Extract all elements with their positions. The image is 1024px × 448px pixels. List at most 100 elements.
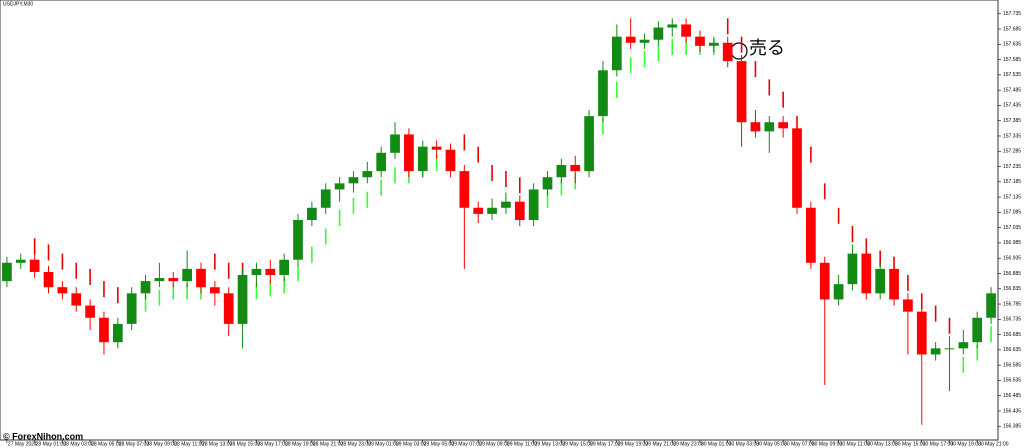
candle-body bbox=[390, 134, 400, 153]
candle-body bbox=[930, 348, 941, 355]
y-tick-label: 156.635 bbox=[1003, 347, 1021, 353]
y-tick-label: 157.035 bbox=[1003, 225, 1021, 231]
chart-title: USDJPY,M30 bbox=[3, 1, 33, 7]
candle-body bbox=[417, 146, 428, 172]
x-tick-label: 27 May 2024 bbox=[8, 441, 37, 447]
watermark: © ForexNihon.com bbox=[3, 431, 83, 441]
x-tick-label: 28 May 23:00 bbox=[341, 441, 372, 447]
y-tick-label: 157.735 bbox=[1003, 11, 1021, 17]
candle-body bbox=[334, 183, 345, 190]
candle-body bbox=[792, 128, 802, 208]
candle-body bbox=[598, 70, 608, 117]
x-tick-label: 28 May 11:00 bbox=[174, 441, 204, 447]
candle-body bbox=[833, 284, 844, 300]
x-tick-label: 28 May 01:00 bbox=[36, 441, 67, 447]
candle-body bbox=[57, 287, 68, 294]
x-tick-label: 29 May 17:00 bbox=[590, 441, 621, 447]
y-tick-label: 156.585 bbox=[1003, 362, 1021, 368]
x-tick-label: 29 May 05:00 bbox=[424, 441, 455, 447]
candle-body bbox=[528, 189, 539, 220]
candle-body bbox=[431, 146, 442, 150]
candle-body bbox=[916, 311, 927, 355]
x-tick-label: 29 May 09:00 bbox=[479, 441, 510, 447]
candle-body bbox=[639, 39, 650, 43]
candle-body bbox=[251, 268, 262, 275]
candle-body bbox=[85, 305, 95, 318]
y-tick-label: 156.935 bbox=[1003, 256, 1021, 262]
y-tick-label: 156.535 bbox=[1003, 378, 1021, 384]
candle-body bbox=[29, 259, 40, 272]
y-tick-label: 157.385 bbox=[1003, 118, 1021, 124]
candle-body bbox=[861, 253, 872, 294]
candle-body bbox=[778, 122, 789, 129]
y-tick-label: 157.585 bbox=[1003, 57, 1021, 63]
x-tick-label: 29 May 15:00 bbox=[562, 441, 593, 447]
y-tick-label: 156.785 bbox=[1003, 301, 1021, 307]
candle-body bbox=[556, 165, 567, 178]
candle-body bbox=[71, 293, 82, 306]
x-tick-label: 28 May 05:00 bbox=[91, 441, 122, 447]
y-tick-label: 157.635 bbox=[1003, 42, 1021, 48]
x-tick-label: 28 May 19:00 bbox=[285, 441, 316, 447]
y-tick-label: 157.185 bbox=[1003, 179, 1021, 185]
x-tick-label: 30 May 11:00 bbox=[840, 441, 870, 447]
x-tick-label: 30 May 15:00 bbox=[895, 441, 926, 447]
candle-body bbox=[750, 122, 761, 132]
candle-body bbox=[625, 36, 636, 43]
candle-body bbox=[348, 177, 359, 184]
candle-body bbox=[972, 317, 983, 343]
x-tick-label: 30 May 09:00 bbox=[812, 441, 843, 447]
candle-body bbox=[875, 268, 886, 294]
candle-body bbox=[265, 268, 276, 275]
candle-body bbox=[722, 42, 733, 62]
y-tick-label: 157.085 bbox=[1003, 210, 1021, 216]
x-tick-label: 28 May 17:00 bbox=[257, 441, 288, 447]
x-tick-label: 29 May 01:00 bbox=[368, 441, 399, 447]
y-tick-label: 157.535 bbox=[1003, 72, 1021, 78]
candle-body bbox=[903, 299, 913, 312]
candle-body bbox=[376, 152, 387, 172]
candle-body bbox=[140, 281, 151, 294]
x-tick-label: 29 May 23:00 bbox=[673, 441, 704, 447]
candle-body bbox=[736, 61, 747, 123]
candle-body bbox=[362, 171, 373, 178]
candle-body bbox=[126, 293, 137, 324]
candle-body bbox=[487, 207, 497, 214]
x-tick-label: 28 May 07:00 bbox=[119, 441, 150, 447]
y-tick-label: 157.285 bbox=[1003, 149, 1021, 155]
y-tick-label: 157.485 bbox=[1003, 87, 1021, 93]
x-tick-label: 28 May 09:00 bbox=[147, 441, 178, 447]
candle-body bbox=[209, 287, 220, 294]
candle-body bbox=[542, 177, 553, 190]
x-tick-label: 28 May 21:00 bbox=[313, 441, 344, 447]
candle-body bbox=[196, 268, 206, 288]
x-tick-label: 29 May 03:00 bbox=[396, 441, 427, 447]
y-tick-label: 156.385 bbox=[1003, 424, 1021, 430]
candle-body bbox=[223, 293, 234, 324]
y-tick-label: 156.735 bbox=[1003, 317, 1021, 323]
candle-body bbox=[986, 293, 996, 318]
candle-body bbox=[320, 189, 331, 208]
candle-body bbox=[459, 171, 470, 208]
y-tick-label: 157.435 bbox=[1003, 103, 1021, 109]
candle-body bbox=[112, 323, 123, 343]
y-tick-label: 157.685 bbox=[1003, 26, 1021, 32]
candle-body bbox=[653, 27, 664, 40]
candle-body bbox=[819, 262, 830, 300]
candle-body bbox=[15, 259, 26, 263]
candle-body bbox=[154, 278, 165, 282]
y-tick-label: 156.485 bbox=[1003, 393, 1021, 399]
x-tick-label: 30 May 21:00 bbox=[978, 441, 1009, 447]
y-tick-label: 156.685 bbox=[1003, 332, 1021, 338]
y-tick-label: 156.985 bbox=[1003, 240, 1021, 246]
x-tick-label: 30 May 03:00 bbox=[729, 441, 760, 447]
y-tick-label: 157.135 bbox=[1003, 194, 1021, 200]
x-tick-label: 29 May 21:00 bbox=[646, 441, 677, 447]
x-tick-label: 30 May 05:00 bbox=[756, 441, 787, 447]
candle-body bbox=[307, 207, 317, 220]
annotation: 売る bbox=[749, 38, 785, 59]
candle-body bbox=[168, 278, 179, 282]
candle-body bbox=[279, 259, 290, 275]
